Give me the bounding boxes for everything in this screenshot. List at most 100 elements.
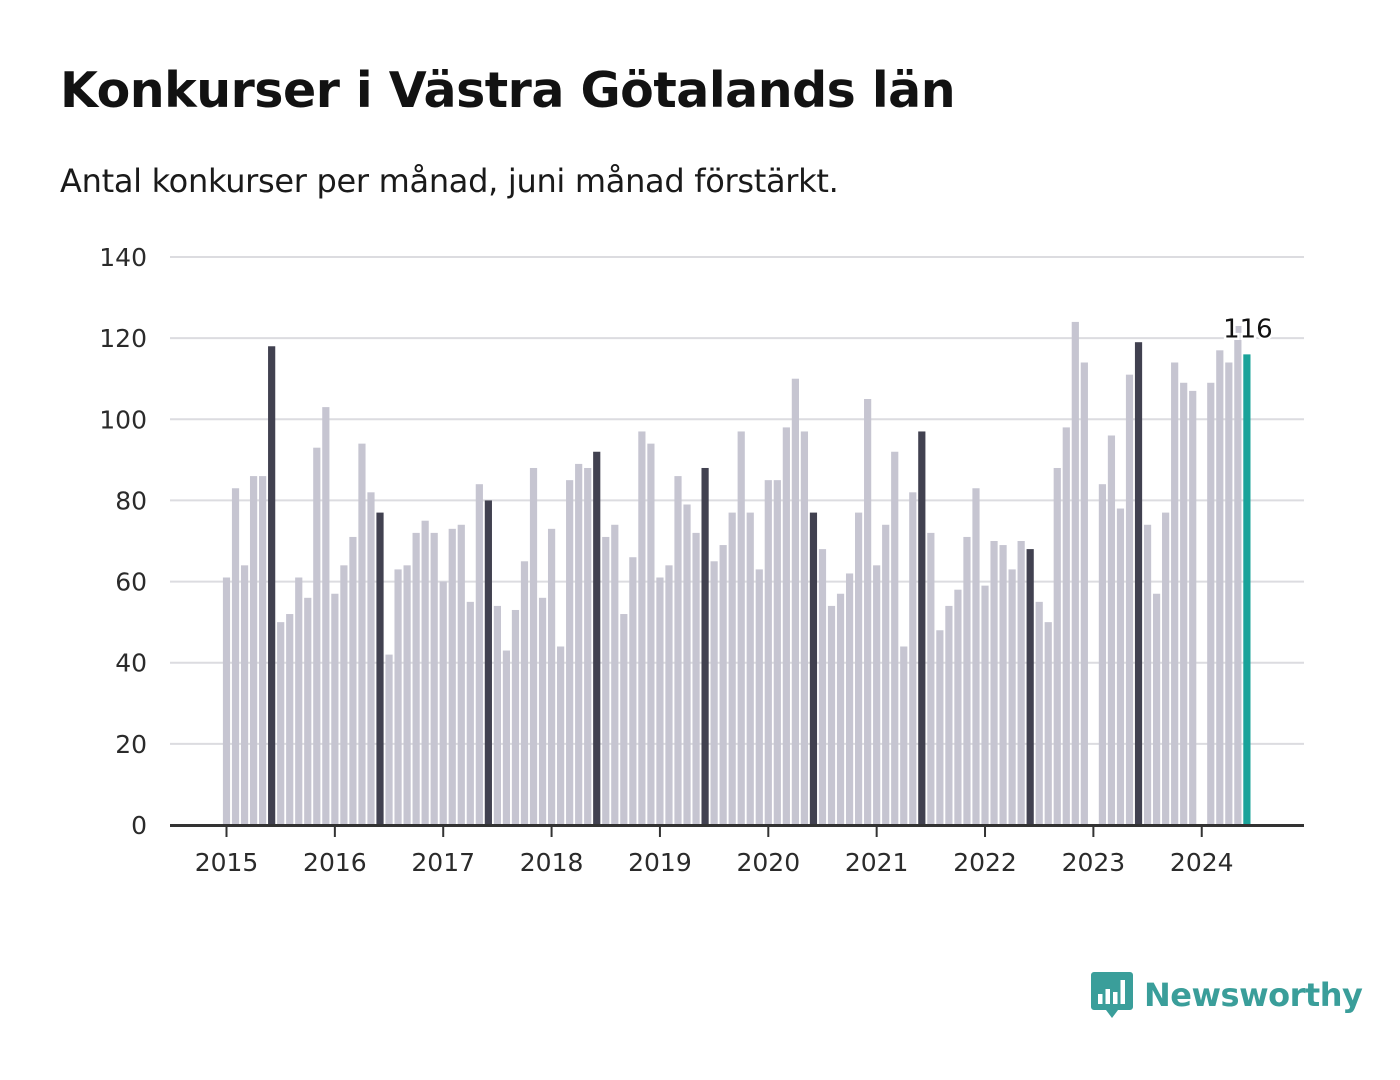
bar	[1080, 362, 1088, 825]
bar	[358, 443, 366, 825]
bar	[972, 488, 980, 825]
bar	[322, 407, 330, 825]
bar	[990, 541, 998, 825]
bar	[331, 593, 339, 825]
x-tick-label: 2016	[303, 848, 367, 877]
bar	[827, 605, 836, 825]
bar	[638, 431, 646, 825]
bar	[909, 492, 917, 825]
bar	[773, 480, 781, 825]
brand-name: Newsworthy	[1144, 976, 1363, 1014]
x-tick-label: 2023	[1062, 848, 1126, 877]
y-tick-label: 140	[99, 243, 147, 272]
bar	[538, 597, 547, 825]
bar	[656, 577, 664, 825]
page-subtitle: Antal konkurser per månad, juni månad fö…	[60, 162, 839, 200]
bar	[954, 589, 962, 825]
x-axis: 2015 2016 2017 2018 2019 2020 2021 2022 2023 2024	[195, 825, 1234, 877]
bar	[1180, 382, 1188, 825]
page-title: Konkurser i Västra Götalands län	[60, 62, 956, 119]
bar	[1234, 325, 1242, 825]
bar	[376, 512, 384, 825]
bar	[1207, 382, 1215, 825]
bar	[864, 399, 872, 825]
bar	[882, 524, 890, 825]
bar	[484, 500, 492, 825]
bar	[259, 476, 267, 825]
bar	[1098, 484, 1107, 825]
bar	[448, 528, 456, 825]
bar	[674, 476, 682, 825]
bar	[557, 646, 565, 825]
y-axis: 0 20 40 60 80 100 120 140	[99, 243, 147, 840]
bar	[1044, 622, 1052, 825]
y-tick-label: 20	[115, 730, 147, 759]
bar	[683, 504, 691, 825]
brand: Newsworthy	[1090, 970, 1363, 1020]
bar	[800, 431, 809, 825]
bar	[1017, 541, 1025, 825]
value-annotation: 116	[1221, 312, 1276, 347]
bar	[665, 565, 673, 825]
bar	[403, 565, 411, 825]
x-tick-label: 2021	[845, 848, 909, 877]
bar	[1062, 427, 1070, 825]
bar	[511, 609, 520, 825]
bar	[1035, 601, 1043, 825]
bar	[520, 561, 529, 825]
bar	[340, 565, 348, 825]
y-tick-label: 60	[115, 568, 147, 597]
x-tick-label: 2024	[1170, 848, 1234, 877]
bar	[566, 480, 574, 825]
bar	[412, 532, 420, 825]
bar	[584, 467, 592, 825]
bar	[394, 569, 402, 825]
bar	[701, 467, 709, 825]
bar	[873, 565, 881, 825]
bar	[1225, 362, 1233, 825]
bar	[1107, 435, 1116, 825]
x-tick-label: 2020	[736, 848, 800, 877]
bar	[791, 378, 799, 825]
bar	[755, 569, 763, 825]
bar	[746, 512, 754, 825]
bar	[891, 451, 899, 825]
gridlines	[170, 256, 1304, 745]
bar	[367, 492, 375, 825]
bar	[575, 463, 583, 825]
bar	[1171, 362, 1179, 825]
bar	[457, 524, 465, 825]
x-tick-label: 2017	[411, 848, 475, 877]
bar	[1116, 508, 1125, 825]
bar	[240, 565, 249, 825]
y-tick-label: 80	[115, 486, 147, 515]
bar	[855, 512, 863, 825]
bar	[1026, 549, 1034, 825]
bar	[710, 561, 718, 825]
y-tick-label: 120	[99, 324, 147, 353]
bar	[313, 447, 321, 825]
bar	[719, 545, 727, 825]
bar	[385, 654, 393, 825]
bar	[286, 614, 294, 825]
bar	[836, 593, 845, 825]
bar	[222, 577, 231, 825]
x-tick-label: 2022	[953, 848, 1017, 877]
bar	[430, 532, 438, 825]
bar	[1134, 342, 1143, 825]
bar	[737, 431, 745, 825]
bar	[1143, 524, 1152, 825]
bar	[782, 427, 790, 825]
value-label: 116	[1223, 314, 1273, 344]
bar	[466, 601, 474, 825]
bar	[1243, 354, 1251, 825]
bar	[611, 524, 619, 825]
bar	[818, 549, 827, 825]
bars	[222, 321, 1251, 825]
bar	[502, 650, 511, 825]
bar	[981, 585, 989, 825]
bar	[1189, 390, 1197, 825]
bar	[1162, 512, 1170, 825]
bar	[231, 488, 240, 825]
